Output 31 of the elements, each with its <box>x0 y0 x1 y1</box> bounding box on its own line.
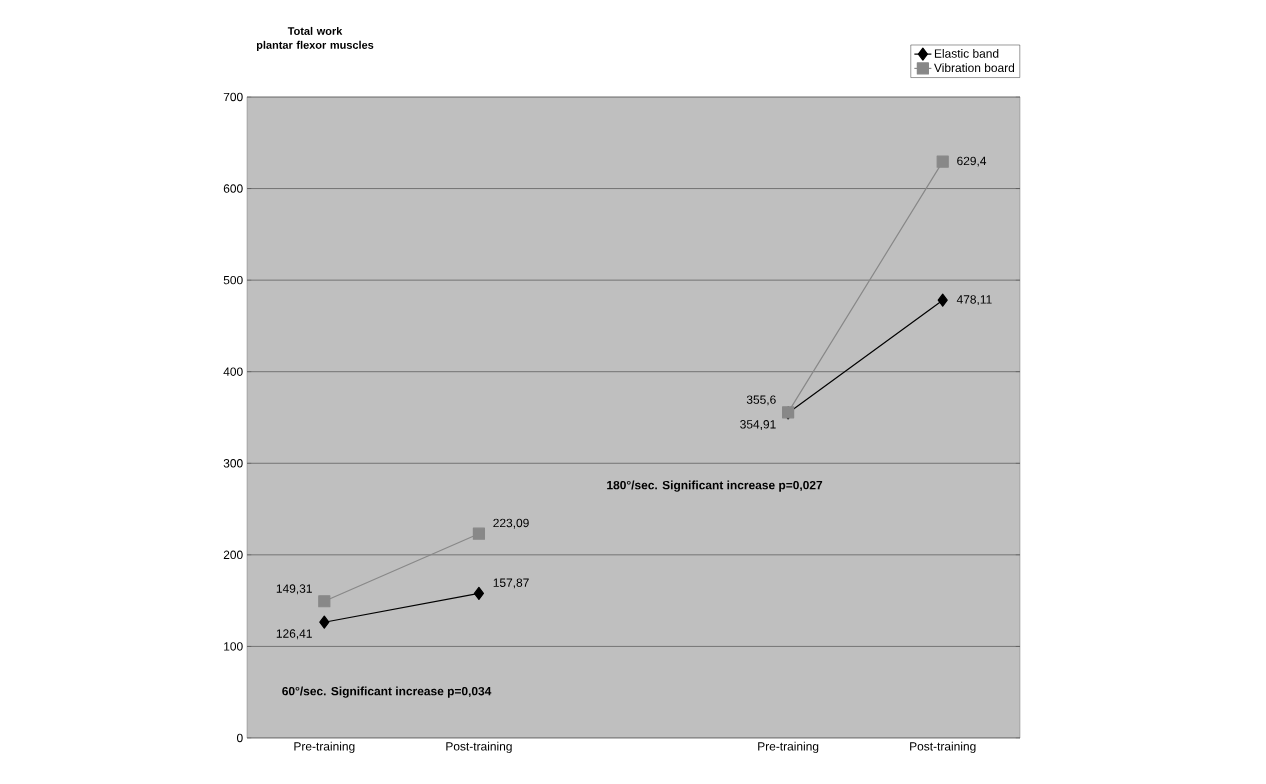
x-tick-label: Post-training <box>446 741 512 753</box>
y-tick-label: 500 <box>223 275 243 285</box>
annotation: 180°/sec. Significant increase p=0,027 <box>607 480 823 492</box>
data-label: 354,91 <box>740 420 776 430</box>
data-label: 149,31 <box>276 584 312 595</box>
x-tick-label: Post-training <box>910 741 976 753</box>
y-tick-label: 100 <box>224 642 243 651</box>
x-tick-label: Pre-training <box>294 741 355 753</box>
data-label: 355,6 <box>746 395 776 406</box>
data-label: 629,4 <box>957 156 987 167</box>
y-tick-label: 300 <box>223 459 243 468</box>
y-tick-label: 400 <box>223 367 243 376</box>
data-label: 478,11 <box>956 295 992 306</box>
data-label: 126,41 <box>276 629 312 640</box>
point <box>936 155 949 168</box>
point <box>473 586 485 601</box>
y-tick-label: 600 <box>223 184 243 193</box>
x-tick-label: Pre-training <box>758 741 819 753</box>
point <box>318 595 331 608</box>
legend-label: Vibration board <box>934 63 1015 73</box>
legend-label: Elastic band <box>934 48 999 58</box>
point <box>937 293 948 307</box>
y-tick-label: 0 <box>236 733 243 743</box>
point <box>319 615 330 629</box>
point <box>472 527 486 540</box>
annotation: 60°/sec. Significant increase p=0,034 <box>282 686 492 698</box>
y-tick-label: 700 <box>223 92 243 102</box>
data-label: 157,87 <box>493 578 529 589</box>
data-label: 223,09 <box>493 518 529 529</box>
y-tick-label: 200 <box>223 550 243 560</box>
chart-title: Total work plantar flexor muscles <box>256 26 374 52</box>
